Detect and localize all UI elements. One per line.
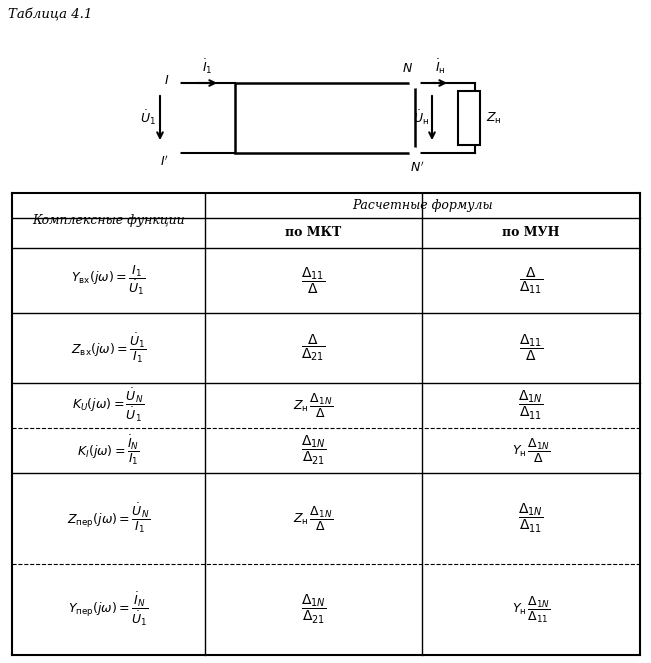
- Text: $Y_{\text{пер}}(j\omega) = \dfrac{\dot{I}_N}{\dot{U}_1}$: $Y_{\text{пер}}(j\omega) = \dfrac{\dot{I…: [68, 591, 149, 628]
- Circle shape: [171, 78, 180, 88]
- Text: Комплексные функции: Комплексные функции: [32, 214, 185, 227]
- Bar: [458, 91, 480, 145]
- Text: $Z_{\text{пер}}(j\omega) = \dfrac{\dot{U}_N}{I_1}$: $Z_{\text{пер}}(j\omega) = \dfrac{\dot{U…: [67, 502, 150, 535]
- Text: $\dfrac{\Delta_{11}}{\Delta}$: $\dfrac{\Delta_{11}}{\Delta}$: [301, 265, 326, 296]
- Text: $Z_{\text{вх}}(j\omega) = \dfrac{\dot{U}_1}{I_1}$: $Z_{\text{вх}}(j\omega) = \dfrac{\dot{U}…: [70, 332, 146, 365]
- Text: $N'$: $N'$: [409, 161, 424, 176]
- Text: $N$: $N$: [402, 62, 413, 75]
- Text: $\dfrac{\Delta_{1N}}{\Delta_{11}}$: $\dfrac{\Delta_{1N}}{\Delta_{11}}$: [518, 502, 544, 535]
- Text: $Z_{\text{н}}\,\dfrac{\Delta_{1N}}{\Delta}$: $Z_{\text{н}}\,\dfrac{\Delta_{1N}}{\Delt…: [294, 391, 333, 420]
- Text: $\dfrac{\Delta_{1N}}{\Delta_{21}}$: $\dfrac{\Delta_{1N}}{\Delta_{21}}$: [301, 593, 326, 626]
- Text: Расчетные формулы: Расчетные формулы: [352, 199, 493, 212]
- Circle shape: [411, 78, 419, 88]
- Text: $Y_{\text{вх}}(j\omega) = \dfrac{I_1}{\dot{U}_1}$: $Y_{\text{вх}}(j\omega) = \dfrac{I_1}{\d…: [71, 264, 146, 297]
- Text: $\dot{I}_{\text{н}}$: $\dot{I}_{\text{н}}$: [435, 58, 445, 76]
- Text: по МУН: по МУН: [503, 227, 560, 239]
- Bar: [235, 83, 415, 153]
- Text: $K_I(j\omega) = \dfrac{\dot{I}_N}{I_1}$: $K_I(j\omega) = \dfrac{\dot{I}_N}{I_1}$: [77, 434, 140, 467]
- Circle shape: [171, 149, 180, 158]
- Text: $Y_{\text{н}}\,\dfrac{\Delta_{1N}}{\Delta}$: $Y_{\text{н}}\,\dfrac{\Delta_{1N}}{\Delt…: [512, 436, 551, 465]
- Text: $I$: $I$: [163, 74, 169, 88]
- Text: $\dfrac{\Delta_{1N}}{\Delta_{21}}$: $\dfrac{\Delta_{1N}}{\Delta_{21}}$: [301, 434, 326, 467]
- Text: Таблица 4.1: Таблица 4.1: [8, 8, 92, 21]
- Text: $Y_{\text{н}}\,\dfrac{\Delta_{1N}}{\Delta_{11}}$: $Y_{\text{н}}\,\dfrac{\Delta_{1N}}{\Delt…: [512, 595, 551, 625]
- Text: $K_U(j\omega) = \dfrac{\dot{U}_N}{\dot{U}_1}$: $K_U(j\omega) = \dfrac{\dot{U}_N}{\dot{U…: [72, 387, 145, 424]
- Text: $\dfrac{\Delta}{\Delta_{11}}$: $\dfrac{\Delta}{\Delta_{11}}$: [519, 265, 543, 296]
- Text: $\dot{I}_1$: $\dot{I}_1$: [202, 58, 212, 76]
- Text: $\dot{U}_1$: $\dot{U}_1$: [140, 109, 156, 127]
- Circle shape: [411, 149, 419, 158]
- Text: $\dot{U}_{\text{н}}$: $\dot{U}_{\text{н}}$: [413, 109, 429, 127]
- Text: $Z_{\text{н}}$: $Z_{\text{н}}$: [486, 111, 502, 125]
- Text: $I'$: $I'$: [160, 155, 169, 170]
- Text: по МКТ: по МКТ: [285, 227, 342, 239]
- Text: $\dfrac{\Delta_{11}}{\Delta}$: $\dfrac{\Delta_{11}}{\Delta}$: [519, 333, 543, 363]
- Text: $Z_{\text{н}}\,\dfrac{\Delta_{1N}}{\Delta}$: $Z_{\text{н}}\,\dfrac{\Delta_{1N}}{\Delt…: [294, 505, 333, 532]
- Text: $\dfrac{\Delta}{\Delta_{21}}$: $\dfrac{\Delta}{\Delta_{21}}$: [301, 333, 326, 363]
- Text: $\dfrac{\Delta_{1N}}{\Delta_{11}}$: $\dfrac{\Delta_{1N}}{\Delta_{11}}$: [518, 389, 544, 422]
